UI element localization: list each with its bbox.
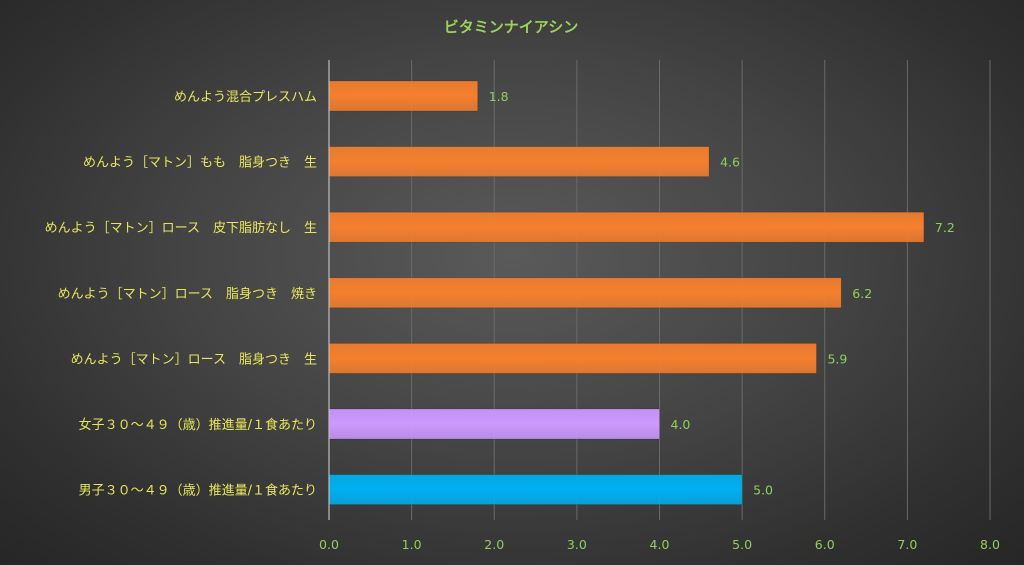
x-tick-label: 7.0 bbox=[897, 537, 917, 552]
data-labels: 1.8 4.6 7.2 6.2 5.9 4.0 5.0 bbox=[489, 89, 955, 498]
data-label: 7.2 bbox=[935, 220, 955, 235]
category-label: 男子３０～４９（歳）推進量/１食あたり bbox=[79, 483, 317, 499]
bar bbox=[328, 211, 925, 243]
data-label: 5.0 bbox=[753, 483, 773, 498]
x-tick-label: 3.0 bbox=[567, 537, 587, 552]
category-label: めんよう［マトン］ロース 皮下脂肪なし 生 bbox=[45, 220, 317, 236]
category-label: めんよう［マトン］ロース 脂身つき 焼き bbox=[58, 286, 317, 302]
category-label: 女子３０～４９（歳）推進量/１食あたり bbox=[79, 417, 317, 433]
category-label: めんよう［マトン］ロース 脂身つき 生 bbox=[71, 351, 317, 367]
data-label: 1.8 bbox=[489, 89, 509, 104]
data-label: 6.2 bbox=[852, 286, 872, 301]
bar bbox=[328, 146, 710, 177]
data-label: 4.6 bbox=[720, 155, 740, 170]
bar bbox=[328, 343, 817, 374]
bar bbox=[328, 277, 842, 309]
x-axis-ticks: 0.0 1.0 2.0 3.0 4.0 5.0 6.0 7.0 8.0 bbox=[319, 537, 1000, 552]
data-label: 5.9 bbox=[827, 351, 847, 366]
category-label: めんよう混合プレスハム bbox=[174, 90, 317, 105]
bar bbox=[328, 80, 479, 112]
x-tick-label: 8.0 bbox=[980, 537, 1000, 552]
x-tick-label: 1.0 bbox=[402, 537, 422, 552]
data-label: 4.0 bbox=[671, 417, 691, 432]
x-tick-label: 5.0 bbox=[732, 537, 752, 552]
x-tick-label: 6.0 bbox=[815, 537, 835, 552]
x-tick-label: 4.0 bbox=[650, 537, 670, 552]
bar bbox=[328, 474, 743, 505]
category-label: めんよう［マトン］もも 脂身つき 生 bbox=[83, 155, 317, 171]
bars bbox=[328, 80, 925, 505]
x-tick-label: 0.0 bbox=[319, 537, 339, 552]
chart-title: ビタミンナイアシン bbox=[444, 18, 578, 36]
bar bbox=[328, 408, 660, 440]
x-tick-label: 2.0 bbox=[484, 537, 504, 552]
